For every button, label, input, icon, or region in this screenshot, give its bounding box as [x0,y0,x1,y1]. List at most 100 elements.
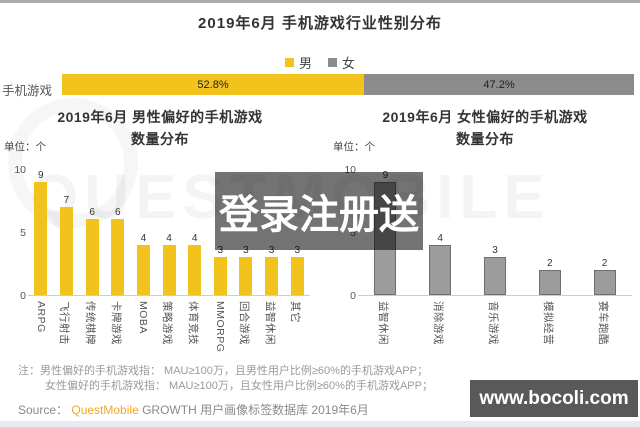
source-suffix: GROWTH 用户画像标签数据库 2019年6月 [142,403,369,417]
category-label: 其它 [289,301,302,323]
category-label: 益智休闲 [263,301,276,345]
bar-value-label: 4 [140,232,147,244]
category-label: 传统棋牌 [84,301,97,345]
category-label: MOBA [137,301,150,334]
category-label: MMORPG [214,301,227,353]
gender-bar-row-label: 手机游戏 [2,84,53,98]
bottom-divider [0,420,640,427]
legend-female-label: 女 [342,56,356,71]
gender-legend: 男 女 [0,53,640,72]
male-chart-y-axis: 0 5 10 [2,164,26,302]
bar-value-label: 2 [547,257,553,269]
category-label: 体育竞技 [186,301,199,345]
male-swatch-icon [284,58,294,67]
category-label: ARPG [34,301,47,333]
female-share-segment: 47.2% [364,74,634,95]
male-chart-plot: 9 7 6 6 4 4 4 3 3 3 3 [28,170,310,296]
bar-column: 4 [182,170,208,295]
female-swatch-icon [328,58,337,67]
bocoli-site-banner[interactable]: www.bocoli.com [470,380,638,417]
bar-value-label: 4 [437,232,443,244]
bar-value-label: 3 [243,245,249,257]
bar-value-label: 2 [601,257,608,269]
footnote-label: 注： [18,365,40,377]
bar [136,244,150,295]
y-tick-label: 5 [20,227,26,239]
footnote-line-1-text: 男性偏好的手机游戏指： MAU≥100万，且男性用户比例≥60%的手机游戏APP… [40,365,428,377]
bar-value-label: 3 [268,245,275,257]
bar-column: 6 [105,170,131,295]
bar [213,257,227,295]
bar-column: 9 [28,170,54,295]
top-divider [0,0,640,3]
bar-value-label: 4 [191,232,198,244]
female-chart-x-axis: 益智休闲 消除游戏 音乐游戏 模拟经营 赛车跑酷 [358,298,632,368]
y-tick-label: 0 [350,290,356,302]
bar-column: 4 [131,170,157,295]
footnote-line-1: 注： 男性偏好的手机游戏指： MAU≥100万，且男性用户比例≥60%的手机游戏… [18,364,433,379]
bar [429,244,452,295]
bar-column: 7 [54,170,80,295]
bar [111,219,125,295]
bar-value-label: 7 [63,194,70,206]
legend-male-label: 男 [298,56,312,71]
female-chart-subtitle: 数量分布 [456,131,514,147]
category-label: 飞行射击 [58,301,71,345]
legend-female: 女 [328,53,355,72]
y-tick-label: 0 [20,290,26,302]
source-brand: QuestMobile [71,403,139,417]
bar [162,244,176,295]
bar-column: 6 [79,170,105,295]
source-line: Source： QuestMobile GROWTH 用户画像标签数据库 201… [18,401,369,418]
bar-column: 3 [233,170,259,295]
category-label: 音乐游戏 [486,301,499,345]
footnote: 注： 男性偏好的手机游戏指： MAU≥100万，且男性用户比例≥60%的手机游戏… [18,364,433,394]
category-label: 回合游戏 [237,301,250,345]
bar-column: 3 [468,170,523,295]
bar [483,257,506,295]
bar [265,257,279,295]
female-chart-title: 2019年6月 女性偏好的手机游戏 [382,109,588,125]
bar [59,206,73,295]
footnote-line-2: 女性偏好的手机游戏指： MAU≥100万，且女性用户比例≥60%的手机游戏APP… [45,380,433,392]
page-title: 2019年6月 手机游戏行业性别分布 [198,15,442,32]
female-chart-unit-label: 单位：个 [333,141,375,153]
bar-column: 2 [577,170,632,295]
bar-value-label: 9 [38,170,44,181]
source-prefix: Source： [18,403,69,417]
bar-value-label: 4 [166,232,172,244]
bar-value-label: 6 [89,207,95,219]
category-label: 模拟经营 [541,301,554,345]
bar-value-label: 3 [217,245,224,257]
y-tick-label: 10 [14,164,26,176]
bar [85,219,99,295]
bar [290,257,304,295]
male-chart-x-axis: ARPG 飞行射击 传统棋牌 卡牌游戏 MOBA 策略游戏 体育竞技 MMORPG 回合游戏 益智… [28,298,310,368]
male-chart-subtitle: 数量分布 [131,131,189,147]
bar-column: 3 [284,170,310,295]
bar-column: 4 [156,170,182,295]
category-label: 赛车跑酷 [596,301,609,345]
bar-column: 3 [207,170,233,295]
category-label: 益智休闲 [377,301,390,345]
male-share-segment: 52.8% [62,74,365,95]
bar-column: 3 [259,170,285,295]
bar-value-label: 6 [114,207,121,219]
bar [538,269,561,295]
male-chart-title: 2019年6月 男性偏好的手机游戏 [57,109,263,125]
bar [239,257,253,295]
login-register-watermark-overlay: 登录注册送 [215,172,423,250]
gender-stacked-bar: 52.8% 47.2% [62,74,634,95]
bar [593,269,616,295]
legend-male: 男 [284,53,312,72]
category-label: 消除游戏 [432,301,445,345]
bar-column: 2 [522,170,577,295]
category-label: 卡牌游戏 [109,301,122,345]
bar [188,244,202,295]
y-tick-label: 10 [344,164,356,176]
bar-value-label: 3 [492,245,498,257]
bar-column: 4 [413,170,468,295]
category-label: 策略游戏 [161,301,174,345]
bar [34,182,48,295]
